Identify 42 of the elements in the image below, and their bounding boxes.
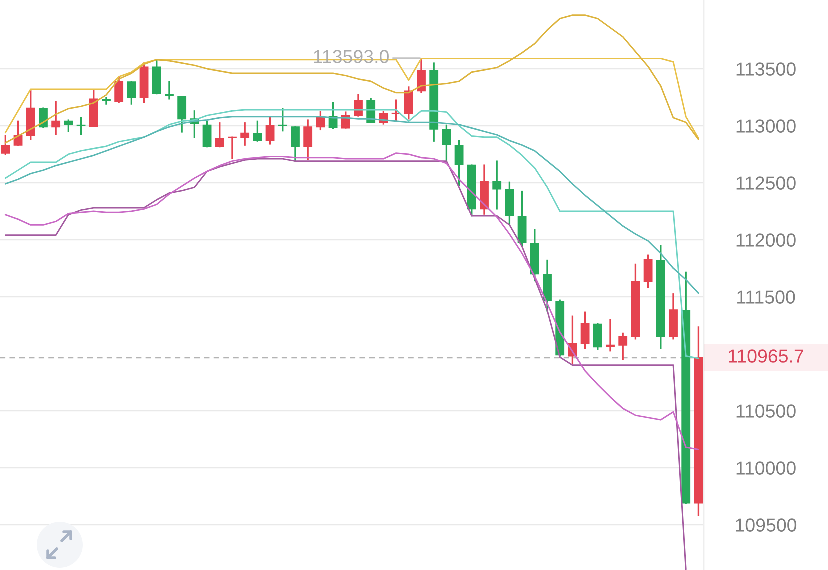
candlestick <box>102 96 111 106</box>
y-tick-label: 113500 <box>736 62 796 76</box>
candlestick <box>618 332 628 362</box>
candlestick <box>417 58 426 94</box>
candlestick <box>39 106 48 130</box>
y-tick-label: 109500 <box>736 518 797 532</box>
candlestick <box>341 110 350 130</box>
candlestick <box>454 139 464 188</box>
y-tick-label: 112500 <box>736 176 796 190</box>
candlestick <box>404 86 414 121</box>
candlestick <box>240 122 250 147</box>
candlestick <box>253 120 262 143</box>
candlestick <box>127 80 136 106</box>
candlestick <box>64 118 74 134</box>
candlestick <box>442 124 452 163</box>
candlestick <box>644 254 653 290</box>
y-tick-label: 110000 <box>736 462 796 475</box>
y-tick-label: 111500 <box>738 290 796 304</box>
candlestick <box>52 100 61 136</box>
candlestick <box>228 136 237 160</box>
ref-line-label: 110965.7 <box>729 350 804 363</box>
candlestick <box>202 120 212 148</box>
line-series <box>4 158 687 570</box>
candlestick <box>165 80 174 101</box>
candlestick <box>304 118 313 162</box>
candlestick <box>178 95 187 134</box>
candlestick <box>606 318 615 353</box>
candlestick <box>215 122 224 148</box>
candlestick <box>593 322 602 351</box>
candlestick <box>580 310 590 350</box>
y-tick-label: 112000 <box>736 234 796 247</box>
y-tick-label: 110500 <box>736 404 796 418</box>
candlestick <box>1 134 10 156</box>
y-tick-label: 113000 <box>736 120 796 133</box>
candlestick <box>76 116 86 136</box>
candlestick <box>114 76 124 104</box>
candlestick <box>354 93 363 118</box>
candlestick <box>278 107 288 133</box>
candlestick <box>492 160 502 211</box>
candlestick <box>291 126 300 163</box>
line-series <box>4 152 700 450</box>
candlestick <box>266 116 275 146</box>
